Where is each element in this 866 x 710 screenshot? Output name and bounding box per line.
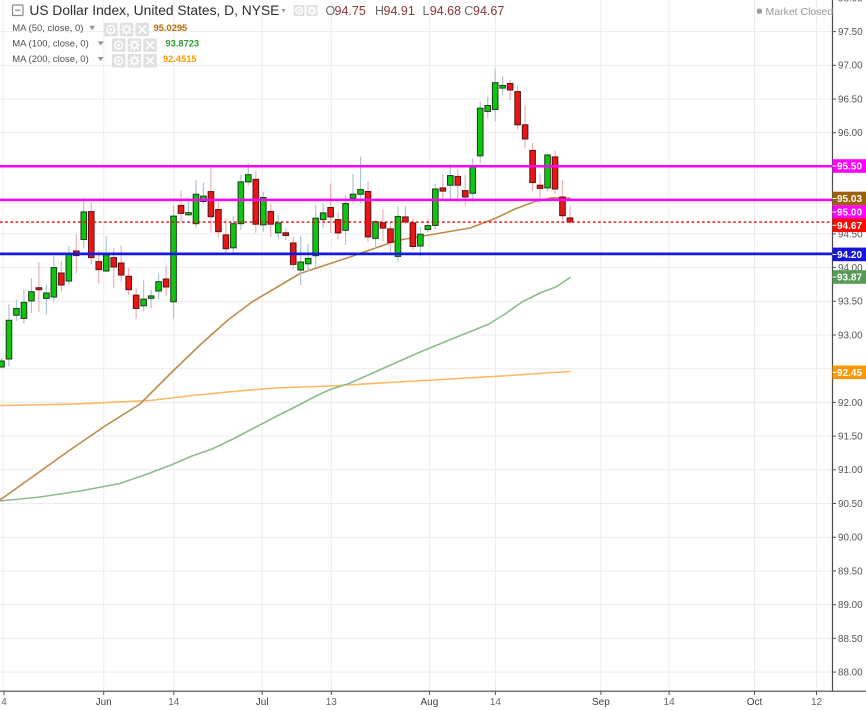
svg-text:94.00: 94.00 <box>838 263 863 274</box>
svg-text:4: 4 <box>1 697 7 708</box>
svg-text:95.0295: 95.0295 <box>154 23 188 33</box>
svg-text:88.50: 88.50 <box>838 634 863 645</box>
svg-text:94.67: 94.67 <box>837 221 862 232</box>
svg-text:Oct: Oct <box>747 697 763 708</box>
svg-text:98.00: 98.00 <box>838 0 863 4</box>
svg-text:89.50: 89.50 <box>838 566 863 577</box>
svg-text:90.50: 90.50 <box>838 499 863 510</box>
svg-text:93.00: 93.00 <box>838 330 863 341</box>
svg-text:13: 13 <box>326 697 338 708</box>
svg-text:14: 14 <box>490 697 502 708</box>
svg-text:93.50: 93.50 <box>838 297 863 308</box>
svg-text:MA (200, close, 0): MA (200, close, 0) <box>12 54 89 65</box>
svg-text:Jun: Jun <box>96 697 112 708</box>
svg-text:96.50: 96.50 <box>838 94 863 105</box>
svg-text:93.8723: 93.8723 <box>166 39 200 49</box>
svg-text:14: 14 <box>168 697 180 708</box>
svg-text:US Dollar Index, United States: US Dollar Index, United States, D, NYSE <box>29 3 279 18</box>
svg-text:MA (50, close, 0): MA (50, close, 0) <box>12 23 83 34</box>
svg-text:92.4515: 92.4515 <box>163 54 197 64</box>
svg-text:95.00: 95.00 <box>837 208 862 219</box>
svg-text:92.45: 92.45 <box>837 368 862 379</box>
svg-text:92.00: 92.00 <box>838 398 863 409</box>
svg-text:95.03: 95.03 <box>837 194 862 205</box>
svg-text:89.00: 89.00 <box>838 600 863 611</box>
svg-text:91.00: 91.00 <box>838 465 863 476</box>
svg-text:Sep: Sep <box>592 697 610 708</box>
svg-text:Market Closed: Market Closed <box>766 6 834 18</box>
svg-text:MA (100, close, 0): MA (100, close, 0) <box>12 39 89 50</box>
svg-text:96.00: 96.00 <box>838 128 863 139</box>
svg-text:Jul: Jul <box>256 697 269 708</box>
svg-text:95.50: 95.50 <box>837 162 862 173</box>
svg-text:90.00: 90.00 <box>838 533 863 544</box>
svg-text:14: 14 <box>664 697 676 708</box>
svg-text:88.00: 88.00 <box>838 668 863 679</box>
svg-text:12: 12 <box>811 697 823 708</box>
svg-text:94.20: 94.20 <box>837 250 862 261</box>
svg-text:93.87: 93.87 <box>837 273 862 284</box>
svg-text:Aug: Aug <box>421 697 439 708</box>
svg-text:97.00: 97.00 <box>838 61 863 72</box>
svg-text:97.50: 97.50 <box>838 27 863 38</box>
svg-text:94.50: 94.50 <box>838 229 863 240</box>
svg-text:91.50: 91.50 <box>838 432 863 443</box>
